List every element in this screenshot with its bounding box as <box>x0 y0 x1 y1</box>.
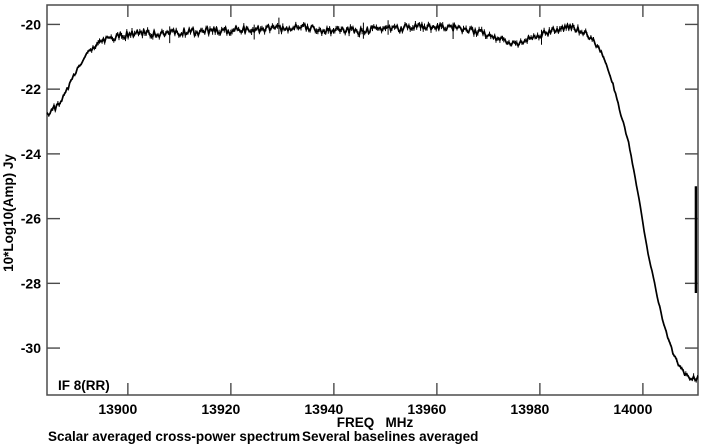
spectrum-curve <box>46 22 699 382</box>
x-tick-label: 13900 <box>98 401 137 417</box>
y-axis-title: 10*Log10(Amp) Jy <box>1 154 16 272</box>
x-tick-label: 13960 <box>407 401 446 417</box>
x-tick-label: 14000 <box>613 401 652 417</box>
axis-tick-labels: 13900 13920 13940 13960 13980 14000 -20 -22 -24 -… <box>21 16 653 417</box>
y-tick-label: -28 <box>21 275 41 291</box>
x-axis-title: FREQ MHz <box>337 415 414 430</box>
axis-ticks <box>47 5 698 395</box>
y-tick-label: -20 <box>21 16 41 32</box>
caption-left: Scalar averaged cross-power spectrum <box>48 429 300 444</box>
y-tick-label: -22 <box>21 81 41 97</box>
spectrum-curve-errorbars <box>47 17 698 383</box>
x-tick-label: 13980 <box>510 401 549 417</box>
plot-frame <box>46 4 699 396</box>
caption-right: Several baselines averaged <box>302 429 478 444</box>
x-tick-label: 13940 <box>304 401 343 417</box>
y-tick-label: -30 <box>21 340 41 356</box>
y-tick-label: -26 <box>21 211 41 227</box>
if-annotation: IF 8(RR) <box>58 378 110 393</box>
x-tick-label: 13920 <box>201 401 240 417</box>
y-tick-label: -24 <box>21 146 41 162</box>
